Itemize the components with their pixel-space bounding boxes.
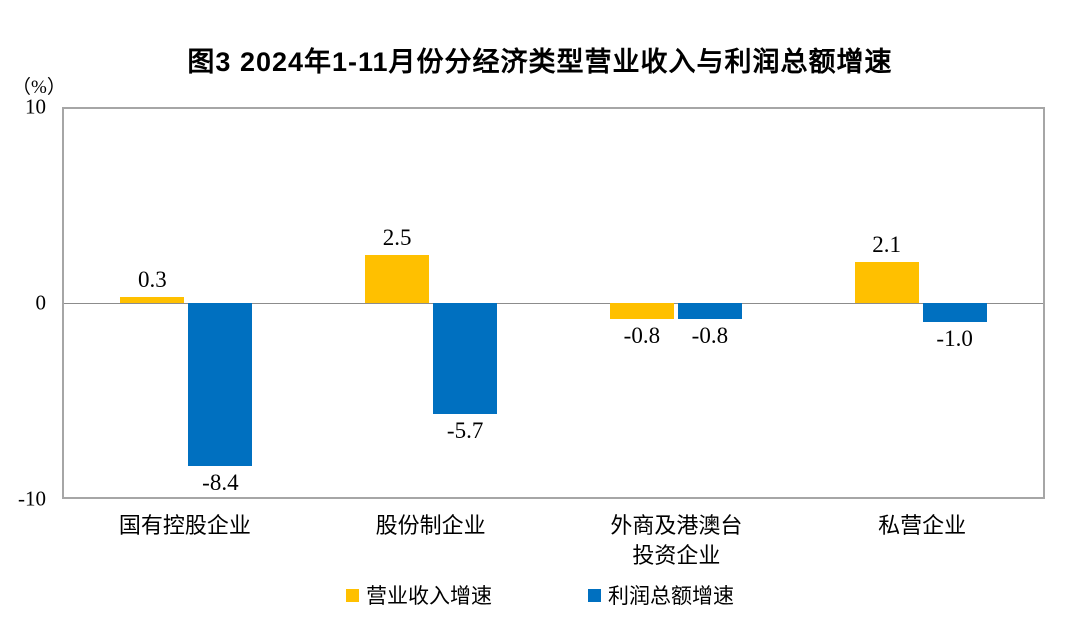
x-label-joint-stock: 股份制企业 — [375, 513, 486, 538]
bar-value-label-series0-group2: -0.8 — [623, 322, 661, 348]
y-tick-neg10: -10 — [18, 486, 46, 511]
profit-swatch-icon — [588, 588, 601, 602]
x-label-private: 私营企业 — [878, 513, 967, 538]
legend-item-profit: 利润总额增速 — [588, 580, 734, 610]
zero-gridline — [64, 303, 1043, 304]
plot-area: 0.3 -8.4 2.5 -5.7 -0.8 -0.8 2.1 -1.0 — [62, 107, 1045, 499]
legend-item-revenue: 营业收入增速 — [346, 580, 492, 610]
chart-title: 图3 2024年1-11月份分经济类型营业收入与利润总额增速 — [187, 47, 893, 77]
legend-label-revenue: 营业收入增速 — [366, 584, 492, 608]
bar-value-label-series1-group3: -1.0 — [936, 326, 973, 352]
x-axis-category-labels: 国有控股企业 股份制企业 外商及港澳台 投资企业 私营企业 — [62, 511, 1045, 571]
y-axis: 10 0 -10 — [0, 95, 50, 511]
bar-value-label-series1-group2: -0.8 — [691, 322, 729, 348]
x-label-foreign-invested: 外商及港澳台 投资企业 — [610, 513, 743, 568]
revenue-swatch-icon — [346, 588, 359, 602]
bar-series1-group0 — [188, 303, 253, 466]
legend-label-profit: 利润总额增速 — [608, 584, 734, 608]
bar-value-label-series0-group1: 2.5 — [382, 224, 412, 250]
x-label-state-owned: 国有控股企业 — [118, 513, 251, 538]
bar-series0-group2 — [609, 303, 674, 319]
bar-value-label-series0-group0: 0.3 — [138, 267, 167, 293]
legend: 营业收入增速 利润总额增速 — [0, 580, 1080, 610]
y-tick-10: 10 — [25, 94, 46, 119]
bar-series1-group3 — [922, 303, 987, 323]
bar-series0-group0 — [120, 297, 185, 303]
bar-value-label-series1-group0: -8.4 — [202, 469, 239, 495]
bar-value-label-series1-group1: -5.7 — [446, 417, 484, 443]
bar-series0-group1 — [365, 254, 430, 303]
y-axis-unit-label: （%） — [12, 77, 66, 98]
bar-value-label-series0-group3: 2.1 — [872, 232, 901, 258]
bar-series0-group3 — [854, 262, 919, 303]
bar-series1-group2 — [677, 303, 742, 319]
bar-series1-group1 — [433, 303, 498, 414]
y-tick-0: 0 — [35, 290, 47, 315]
